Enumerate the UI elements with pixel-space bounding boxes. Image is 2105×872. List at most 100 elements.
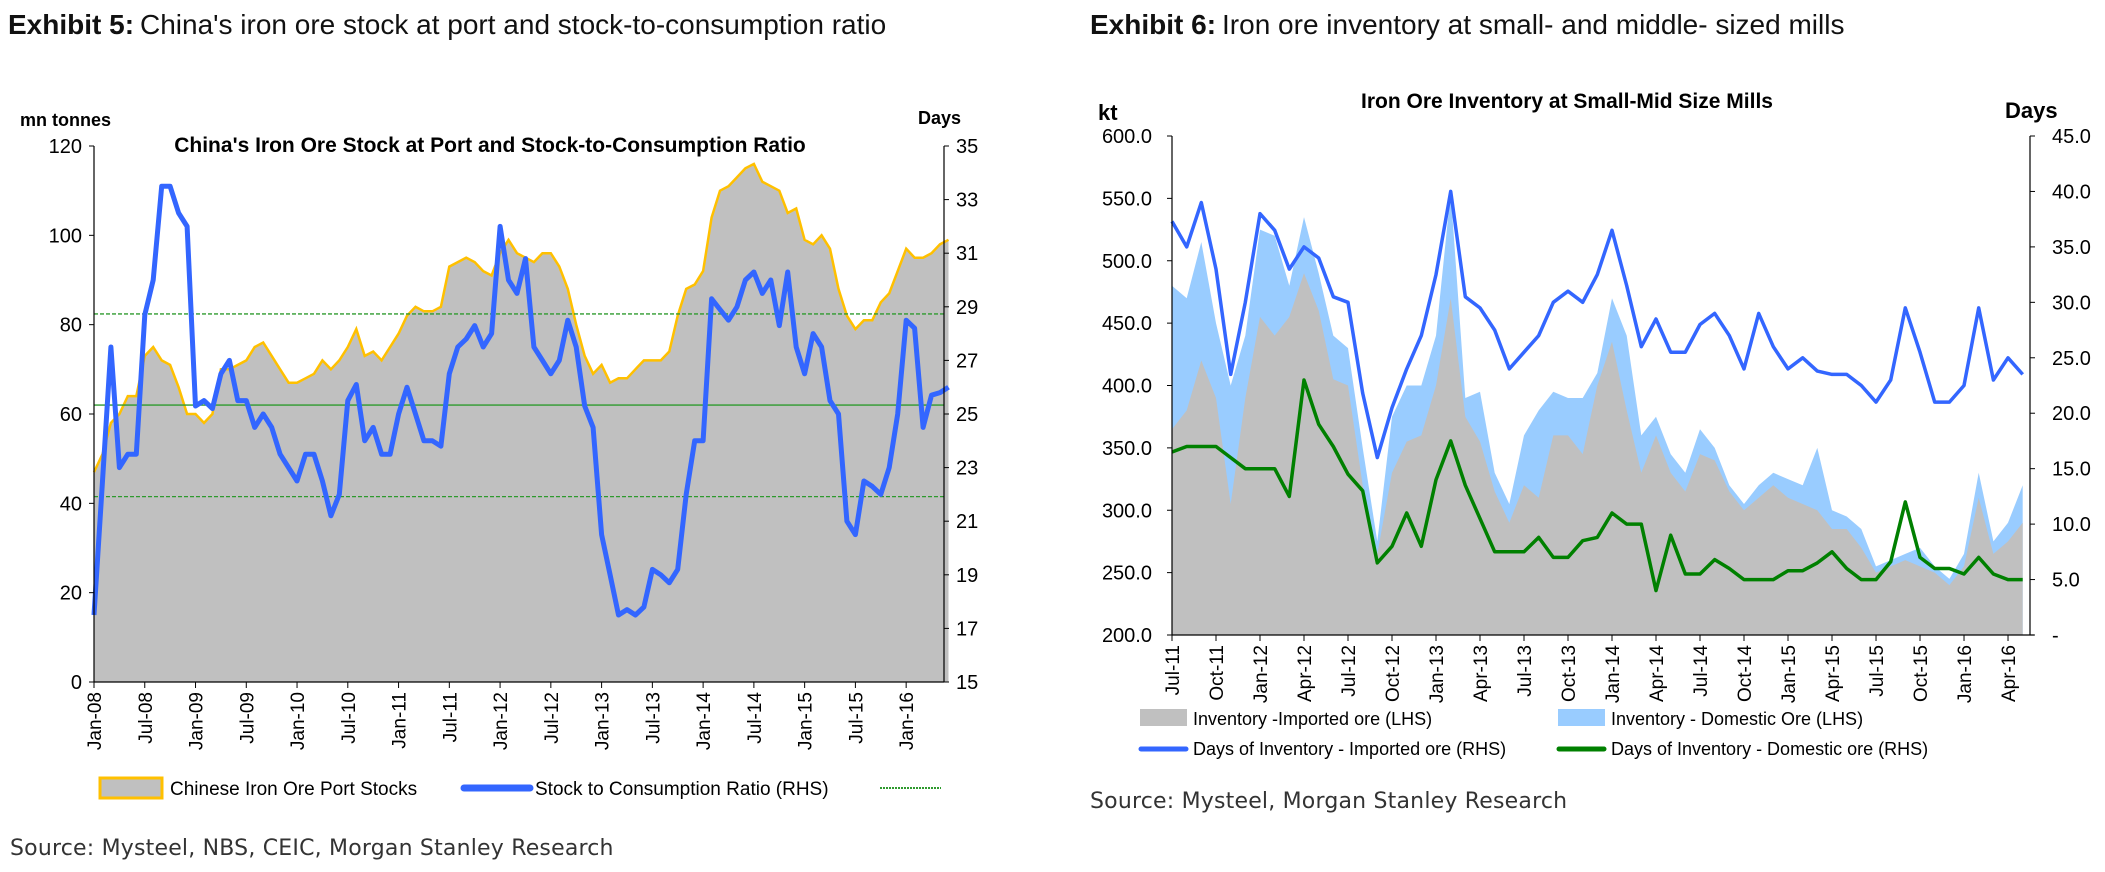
x-tick-label: Jul-15 (1867, 645, 1888, 697)
exhibit5-title: China's iron ore stock at port and stock… (140, 9, 887, 40)
x-tick-label: Jul-14 (1691, 645, 1712, 697)
y2-tick-label: 30.0 (2052, 292, 2091, 314)
x-tick-label: Jan-13 (593, 692, 614, 750)
x-tick-label: Jan-14 (1603, 645, 1624, 704)
exhibit5-source: Source: Mysteel, NBS, CEIC, Morgan Stanl… (10, 836, 614, 861)
x-tick-label: Oct-12 (1383, 645, 1404, 702)
y2-tick-label: 31 (956, 243, 978, 265)
y2-tick-label: 15 (956, 672, 978, 694)
exhibit5-heading: Exhibit 5: China's iron ore stock at port… (8, 6, 998, 44)
x-tick-label: Jul-11 (1163, 645, 1184, 695)
legend-label: Chinese Iron Ore Port Stocks (170, 779, 417, 800)
exhibit6-source: Source: Mysteel, Morgan Stanley Research (1090, 789, 1568, 814)
x-tick-label: Apr-16 (1999, 645, 2020, 702)
legend-swatch-port-stocks (98, 776, 164, 800)
x-tick-label: Oct-14 (1735, 645, 1756, 702)
y2-tick-label: 10.0 (2052, 514, 2091, 536)
y2-tick-label: 23 (956, 458, 978, 480)
legend: Inventory -Imported ore (LHS) Inventory -… (1138, 709, 1928, 759)
chart-exhibit6: 200.0 250.0 300.0 350.0 400.0 450.0 500.0 550.0… (1098, 90, 2091, 759)
x-tick-label: Jan-08 (85, 692, 106, 750)
x-tick-label: Jan-09 (187, 692, 208, 750)
y2-tick-label: 35 (956, 136, 978, 158)
y-tick-label: 80 (60, 315, 82, 337)
x-tick-label: Jul-13 (1515, 645, 1536, 697)
port-stocks-outline (92, 162, 950, 473)
x-tick-label: Apr-12 (1295, 645, 1316, 702)
legend-swatch-domestic-inventory (1558, 709, 1605, 726)
y-tick-label: 60 (60, 404, 82, 426)
x-tick-label: Jan-16 (897, 692, 918, 750)
y-tick-label: 600.0 (1102, 126, 1152, 148)
x-tick-label: Jan-12 (491, 692, 512, 750)
y-tick-label: 450.0 (1102, 313, 1152, 335)
x-tick-label: Jul-15 (846, 692, 867, 744)
x-tick-label: Jan-14 (694, 692, 715, 751)
y-tick-label: 250.0 (1102, 563, 1152, 585)
x-tick-label: Apr-15 (1823, 645, 1844, 702)
x-tick-label: Jan-12 (1251, 645, 1272, 703)
y2-tick-label: 45.0 (2052, 126, 2091, 148)
chart-exhibit5: 0 20 40 60 80 100 120 15 17 19 21 23 25 27 29 31 33 35 Jan… (20, 108, 978, 800)
days-domestic-line (1171, 378, 2023, 593)
x-tick-label: Apr-14 (1647, 645, 1668, 702)
chart-title: Iron Ore Inventory at Small-Mid Size Mil… (1361, 90, 1773, 113)
x-tick-label: Jul-12 (542, 692, 563, 744)
y-tick-label: 40 (60, 493, 82, 515)
x-tick-label: Jul-12 (1339, 645, 1360, 697)
exhibit6-title: Iron ore inventory at small- and middle-… (1222, 9, 1845, 40)
legend-label: Days of Inventory - Domestic ore (RHS) (1611, 739, 1928, 759)
y-tick-label: 550.0 (1102, 188, 1152, 210)
y2-axis-label: Days (918, 108, 961, 128)
x-tick-label: Oct-11 (1207, 645, 1228, 701)
legend-label: Inventory - Domestic Ore (LHS) (1611, 709, 1863, 729)
y-tick-label: 100 (49, 225, 82, 247)
exhibit5-label: Exhibit 5: (8, 9, 135, 40)
x-tick-label: Jan-15 (796, 692, 817, 750)
y-tick-label: 300.0 (1102, 500, 1152, 522)
y-tick-label: 0 (71, 672, 82, 694)
stock-consumption-ratio-line (91, 183, 950, 618)
legend-label: Days of Inventory - Imported ore (RHS) (1193, 739, 1506, 759)
y2-tick-label: 20.0 (2052, 403, 2091, 425)
y-axis-label: mn tonnes (20, 110, 111, 130)
y2-tick-label: 21 (956, 511, 978, 533)
legend-label: Inventory -Imported ore (LHS) (1193, 709, 1432, 729)
exhibit6-label: Exhibit 6: (1090, 9, 1217, 40)
x-tick-label: Jul-09 (237, 692, 258, 744)
x-tick-label: Apr-13 (1471, 645, 1492, 702)
x-tick-label: Jan-16 (1955, 645, 1976, 703)
chart-title: China's Iron Ore Stock at Port and Stock… (174, 134, 806, 157)
y-tick-label: 350.0 (1102, 438, 1152, 460)
y-tick-label: 20 (60, 583, 82, 605)
x-tick-label: Jul-11 (440, 692, 461, 742)
y-axis-label: kt (1098, 100, 1118, 125)
x-tick-label: Jul-13 (643, 692, 664, 744)
y2-tick-label: 25 (956, 404, 978, 426)
y2-tick-label: 35.0 (2052, 237, 2091, 259)
x-tick-label: Oct-15 (1911, 645, 1932, 702)
y2-tick-label: 5.0 (2052, 570, 2080, 592)
y-tick-label: 120 (49, 136, 82, 158)
x-tick-label: Oct-13 (1559, 645, 1580, 702)
y2-tick-label: - (2052, 625, 2059, 647)
x-tick-label: Jul-14 (745, 692, 766, 744)
x-tick-label: Jul-10 (339, 692, 360, 744)
y2-axis-label: Days (2005, 98, 2058, 123)
x-tick-label: Jul-08 (136, 692, 157, 744)
port-stocks-area (94, 163, 949, 682)
y2-tick-label: 19 (956, 565, 978, 587)
y2-tick-label: 15.0 (2052, 459, 2091, 481)
y2-tick-label: 29 (956, 297, 978, 319)
legend: Chinese Iron Ore Port Stocks Stock to Con… (98, 776, 941, 800)
x-tick-label: Jan-10 (288, 692, 309, 750)
imported-inventory-area (1172, 273, 2023, 635)
y2-tick-label: 40.0 (2052, 181, 2091, 203)
y-tick-label: 200.0 (1102, 625, 1152, 647)
x-tick-label: Jan-13 (1427, 645, 1448, 703)
exhibit6-heading: Exhibit 6: Iron ore inventory at small- a… (1090, 6, 2090, 44)
y2-tick-label: 27 (956, 350, 978, 372)
legend-swatch-imported-inventory (1140, 709, 1187, 726)
y2-tick-label: 33 (956, 190, 978, 212)
